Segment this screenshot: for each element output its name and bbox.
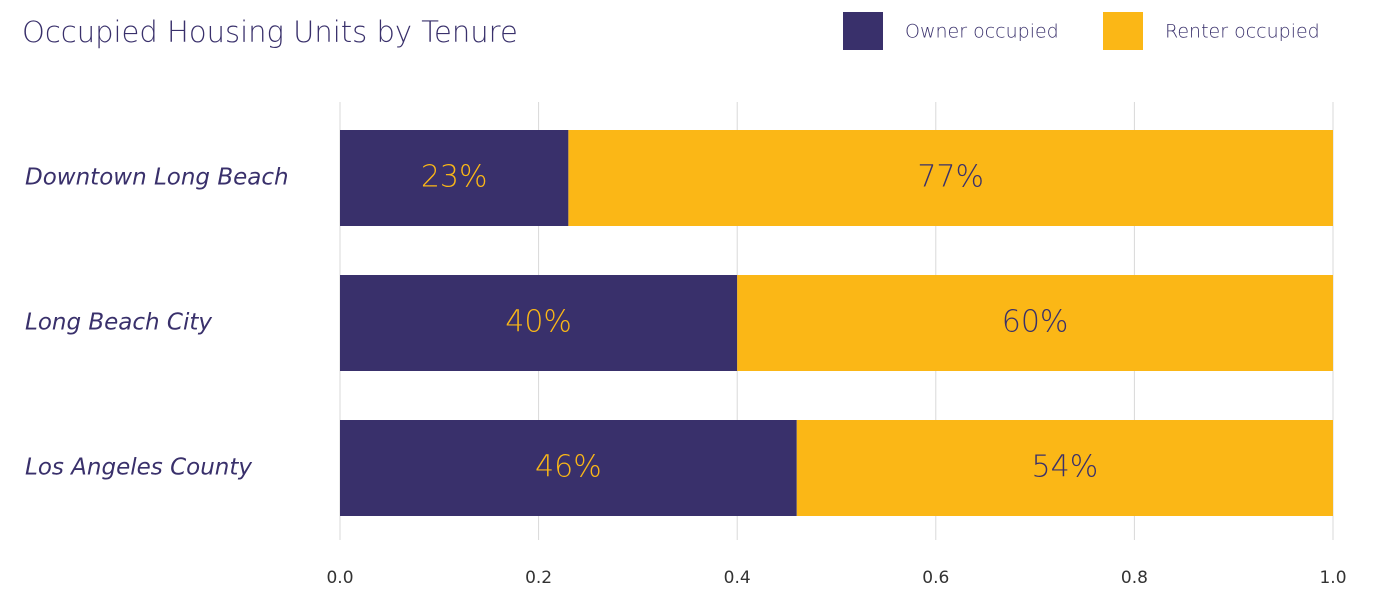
x-tick-label: 0.0 (326, 568, 353, 588)
value-label: 77% (917, 160, 984, 195)
value-label: 46% (535, 450, 602, 485)
bar-segment (568, 130, 1333, 226)
value-label: 23% (421, 160, 488, 195)
x-tick-label: 0.6 (922, 568, 949, 588)
x-tick-label: 1.0 (1319, 568, 1346, 588)
x-tick-label: 0.4 (724, 568, 751, 588)
bar-segment (340, 420, 797, 516)
x-tick-label: 0.8 (1121, 568, 1148, 588)
category-label: Los Angeles County (25, 455, 252, 481)
legend-swatch (1103, 12, 1143, 50)
legend-label: Owner occupied (905, 21, 1059, 43)
category-label: Long Beach City (25, 310, 212, 336)
value-label: 60% (1002, 305, 1069, 340)
x-tick-label: 0.2 (525, 568, 552, 588)
bar-segment (737, 275, 1333, 371)
bar-segment (340, 275, 738, 371)
chart-title: Occupied Housing Units by Tenure (22, 15, 518, 49)
bar-segment (340, 130, 569, 226)
value-label: 54% (1032, 450, 1099, 485)
category-label: Downtown Long Beach (25, 165, 289, 191)
legend-swatch (843, 12, 883, 50)
legend-label: Renter occupied (1165, 21, 1320, 43)
bar-segment (796, 420, 1333, 516)
value-label: 40% (505, 305, 572, 340)
